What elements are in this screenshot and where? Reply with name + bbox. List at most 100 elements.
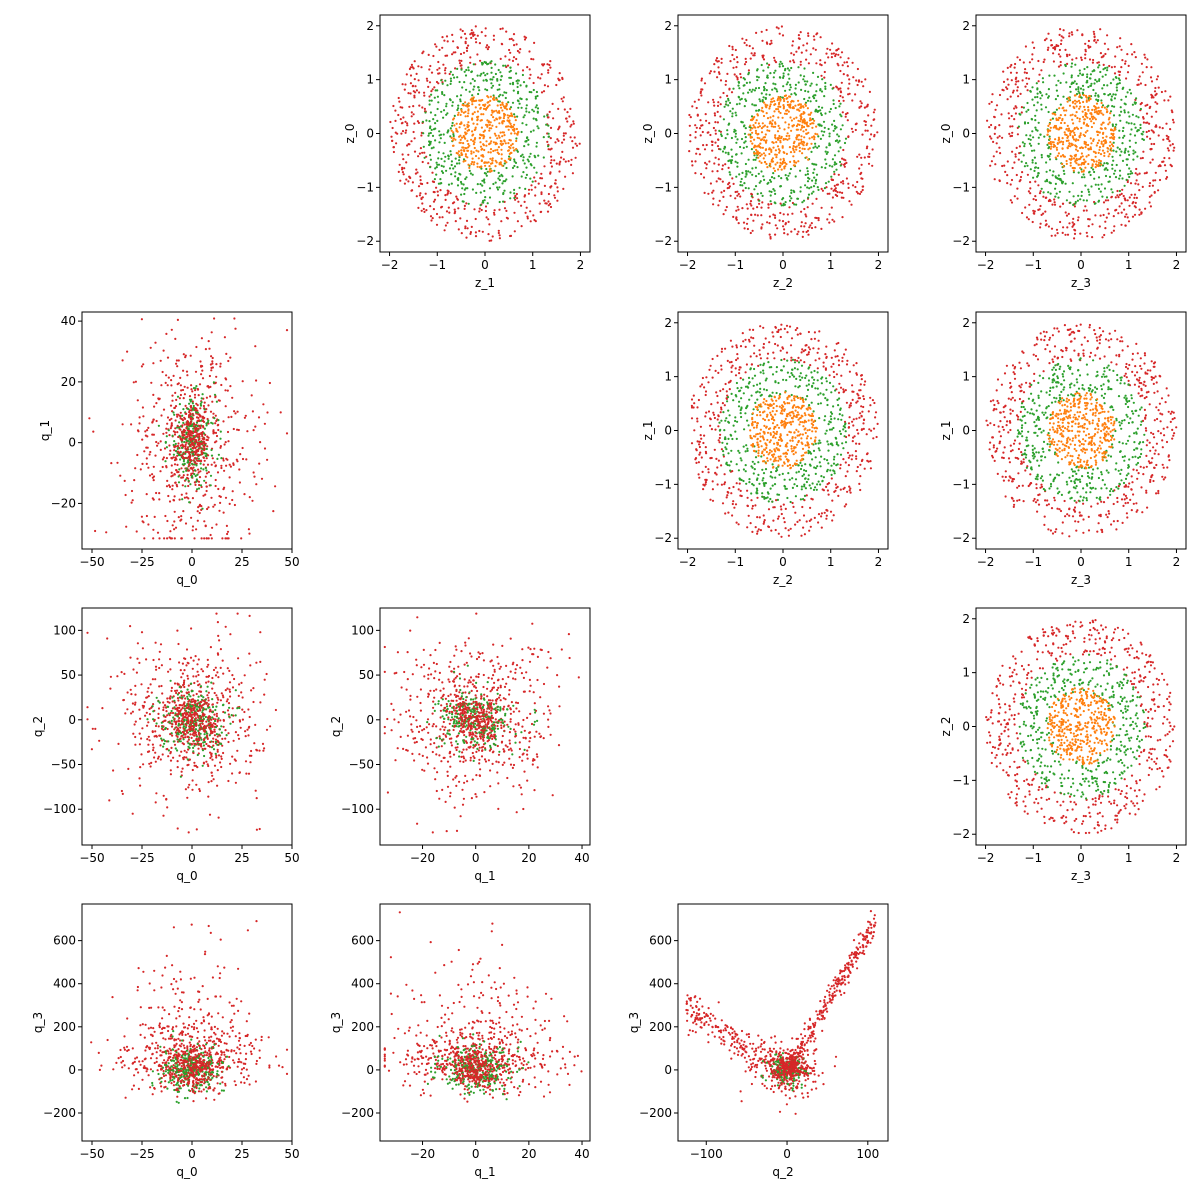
- scatter-point: [1071, 143, 1074, 146]
- scatter-point: [513, 196, 516, 200]
- scatter-point: [480, 126, 483, 129]
- scatter-point: [561, 100, 564, 103]
- scatter-point: [1069, 132, 1072, 135]
- scatter-point: [836, 191, 839, 194]
- scatter-point: [1078, 107, 1081, 110]
- scatter-point: [795, 138, 798, 141]
- scatter-point: [548, 110, 551, 113]
- scatter-point: [525, 206, 528, 209]
- scatter-point: [470, 31, 473, 35]
- scatter-point: [499, 57, 502, 61]
- scatter-point: [699, 119, 702, 122]
- scatter-point: [773, 189, 776, 192]
- scatter-point: [1088, 95, 1091, 98]
- scatter-point: [784, 121, 787, 124]
- scatter-point: [792, 53, 796, 56]
- scatter-series: [1017, 62, 1145, 206]
- scatter-point: [820, 90, 824, 93]
- scatter-point: [990, 137, 993, 140]
- scatter-point: [501, 182, 504, 185]
- scatter-point: [209, 410, 213, 413]
- scatter-point: [783, 228, 786, 231]
- scatter-point: [794, 93, 798, 96]
- scatter-point: [816, 146, 819, 149]
- scatter-point: [1143, 53, 1146, 56]
- scatter-point: [1023, 121, 1027, 124]
- scatter-point: [1077, 163, 1080, 166]
- scatter-point: [489, 136, 492, 139]
- scatter-point: [498, 208, 501, 211]
- scatter-point: [473, 79, 476, 82]
- scatter-point: [871, 148, 874, 151]
- scatter-point: [453, 208, 456, 211]
- scatter-point: [467, 108, 470, 111]
- scatter-point: [1110, 149, 1113, 152]
- scatter-point: [181, 388, 185, 392]
- scatter-point: [422, 50, 425, 53]
- scatter-point: [708, 160, 711, 163]
- scatter-point: [814, 216, 817, 219]
- scatter-point: [1145, 130, 1148, 134]
- scatter-point: [1069, 85, 1072, 88]
- scatter-point: [1083, 118, 1086, 121]
- scatter-point: [215, 400, 218, 403]
- scatter-point: [833, 154, 837, 157]
- scatter-point: [998, 135, 1001, 138]
- scatter-point: [458, 159, 461, 162]
- scatter-point: [1073, 167, 1076, 170]
- scatter-point: [821, 106, 824, 109]
- scatter-point: [467, 69, 470, 72]
- scatter-point: [497, 177, 500, 180]
- scatter-point: [521, 153, 524, 156]
- scatter-point: [454, 175, 457, 178]
- scatter-point: [825, 52, 828, 55]
- scatter-point: [543, 184, 547, 187]
- scatter-point: [1128, 145, 1132, 148]
- scatter-point: [816, 133, 819, 136]
- scatter-point: [238, 481, 241, 484]
- scatter-point: [793, 61, 796, 64]
- scatter-point: [806, 170, 809, 173]
- scatter-point: [1152, 96, 1155, 99]
- scatter-point: [151, 473, 154, 476]
- scatter-point: [720, 57, 723, 61]
- scatter-point: [843, 165, 846, 168]
- scatter-point: [1009, 71, 1013, 74]
- scatter-point: [1054, 195, 1057, 198]
- scatter-point: [168, 434, 171, 437]
- scatter-point: [532, 117, 535, 120]
- scatter-point: [178, 498, 181, 501]
- scatter-point: [868, 155, 871, 158]
- scatter-point: [1128, 115, 1131, 118]
- scatter-point: [1043, 135, 1046, 138]
- scatter-point: [1027, 137, 1030, 141]
- scatter-point: [523, 145, 526, 148]
- scatter-point: [525, 136, 529, 140]
- scatter-point: [444, 198, 447, 201]
- scatter-point: [561, 150, 564, 153]
- scatter-point: [158, 537, 161, 540]
- scatter-point: [463, 207, 466, 210]
- scatter-point: [1127, 122, 1130, 125]
- scatter-point: [762, 101, 766, 104]
- scatter-point: [1130, 122, 1133, 125]
- scatter-point: [516, 150, 520, 153]
- scatter-point: [714, 156, 717, 159]
- scatter-point: [750, 52, 753, 55]
- scatter-point: [190, 388, 193, 391]
- scatter-point: [1135, 179, 1138, 182]
- scatter-point: [183, 496, 186, 499]
- scatter-point: [445, 54, 449, 57]
- scatter-point: [1167, 138, 1170, 141]
- scatter-point: [716, 145, 720, 148]
- scatter-point: [738, 173, 741, 176]
- scatter-point: [221, 537, 224, 540]
- scatter-point: [447, 155, 450, 158]
- scatter-point: [462, 158, 466, 161]
- scatter-point: [1107, 155, 1110, 158]
- scatter-point: [820, 227, 823, 230]
- scatter-point: [429, 158, 432, 161]
- scatter-point: [772, 167, 775, 170]
- scatter-point: [802, 44, 805, 47]
- scatter-point: [986, 119, 989, 122]
